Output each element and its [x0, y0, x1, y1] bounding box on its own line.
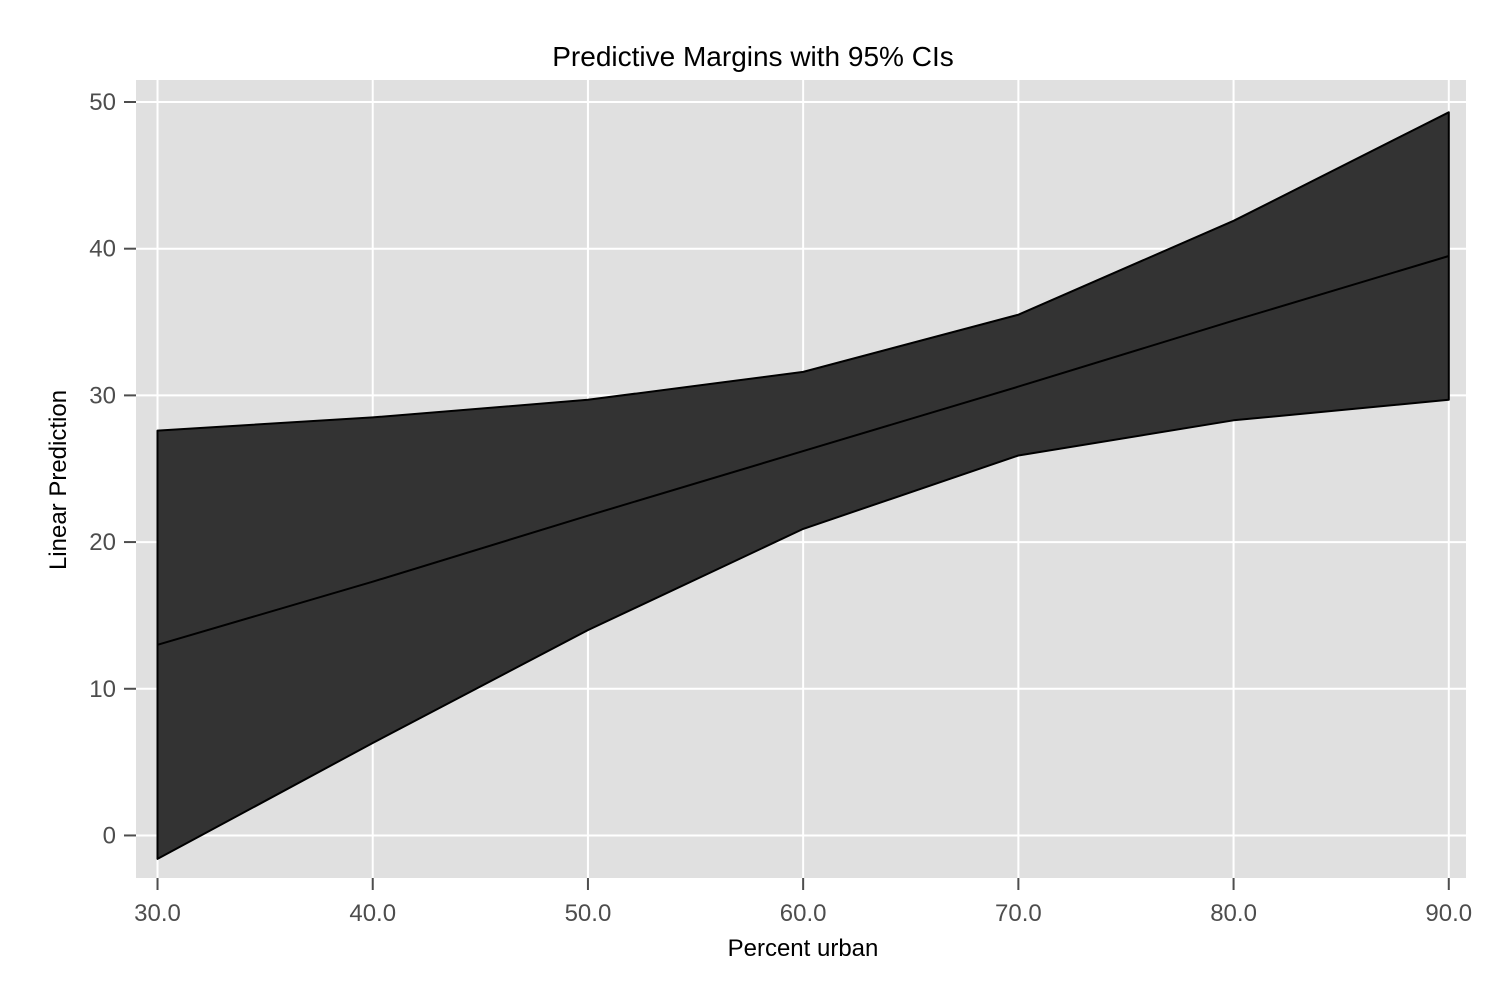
y-tick-label: 10 [89, 676, 116, 703]
y-tick-label: 50 [89, 89, 116, 116]
y-tick-label: 0 [103, 822, 116, 849]
prediction-line [157, 255, 1450, 646]
axes: 0 10 20 30 40 50 30.0 40.0 50.0 60.0 70.0 80.0 90.0 [89, 89, 1472, 927]
x-tick-label: 90.0 [1425, 900, 1472, 927]
x-tick-label: 40.0 [349, 900, 396, 927]
series-layer [156, 111, 1450, 860]
y-tick-label: 40 [89, 236, 116, 263]
x-axis-label: Percent urban [728, 935, 879, 962]
x-tick-label: 70.0 [995, 900, 1042, 927]
y-tick-label: 20 [89, 529, 116, 556]
x-tick-label: 60.0 [780, 900, 827, 927]
y-axis-label: Linear Prediction [45, 390, 72, 570]
x-tick-label: 80.0 [1210, 900, 1257, 927]
confidence-band [156, 111, 1450, 860]
x-tick-label: 50.0 [565, 900, 612, 927]
x-tick-label: 30.0 [134, 900, 181, 927]
chart-title: Predictive Margins with 95% CIs [552, 41, 953, 72]
y-tick-label: 30 [89, 382, 116, 409]
